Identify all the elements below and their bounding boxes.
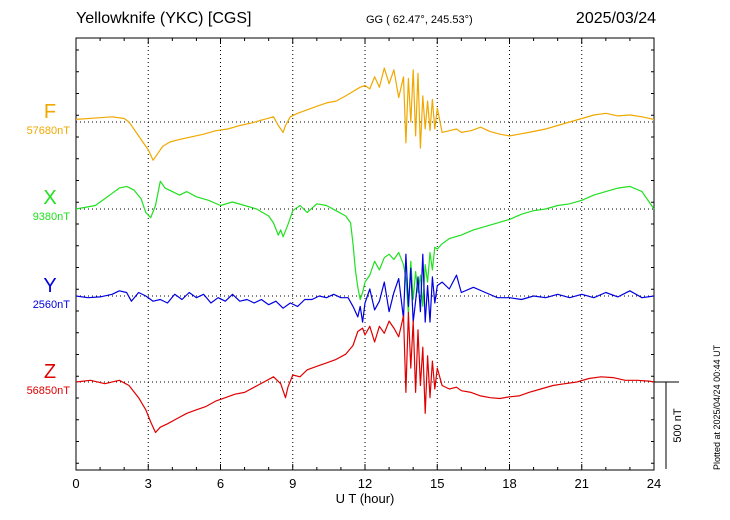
series-line-x: [75, 180, 655, 314]
series-label-z: Z: [44, 361, 56, 383]
chart-date: 2025/03/24: [575, 10, 656, 27]
x-tick-label: 21: [575, 476, 589, 491]
x-tick-label: 24: [647, 476, 661, 491]
geographic-coordinates: GG ( 62.47°, 245.53°): [366, 14, 473, 26]
series-label-y: Y: [43, 275, 56, 297]
series-label-x: X: [43, 187, 56, 209]
x-tick-label: 3: [145, 476, 152, 491]
series-line-z: [75, 311, 655, 434]
x-tick-label: 9: [289, 476, 296, 491]
series-baseline-y: 2560nT: [33, 299, 71, 311]
series-line-f: [75, 67, 655, 161]
series-baseline-x: 9380nT: [33, 211, 71, 223]
series-label-f: F: [44, 101, 56, 123]
series-line-y: [75, 253, 655, 323]
series-baseline-z: 56850nT: [27, 385, 71, 397]
x-tick-label: 15: [430, 476, 444, 491]
x-tick-label: 6: [217, 476, 224, 491]
scale-bar-label: 500 nT: [672, 408, 684, 443]
station-title: Yellowknife (YKC) [CGS]: [76, 10, 252, 27]
series-baseline-f: 57680nT: [27, 125, 71, 137]
x-tick-label: 18: [502, 476, 516, 491]
x-tick-label: 0: [72, 476, 79, 491]
x-axis-label: U T (hour): [336, 491, 395, 506]
x-tick-label: 12: [358, 476, 372, 491]
